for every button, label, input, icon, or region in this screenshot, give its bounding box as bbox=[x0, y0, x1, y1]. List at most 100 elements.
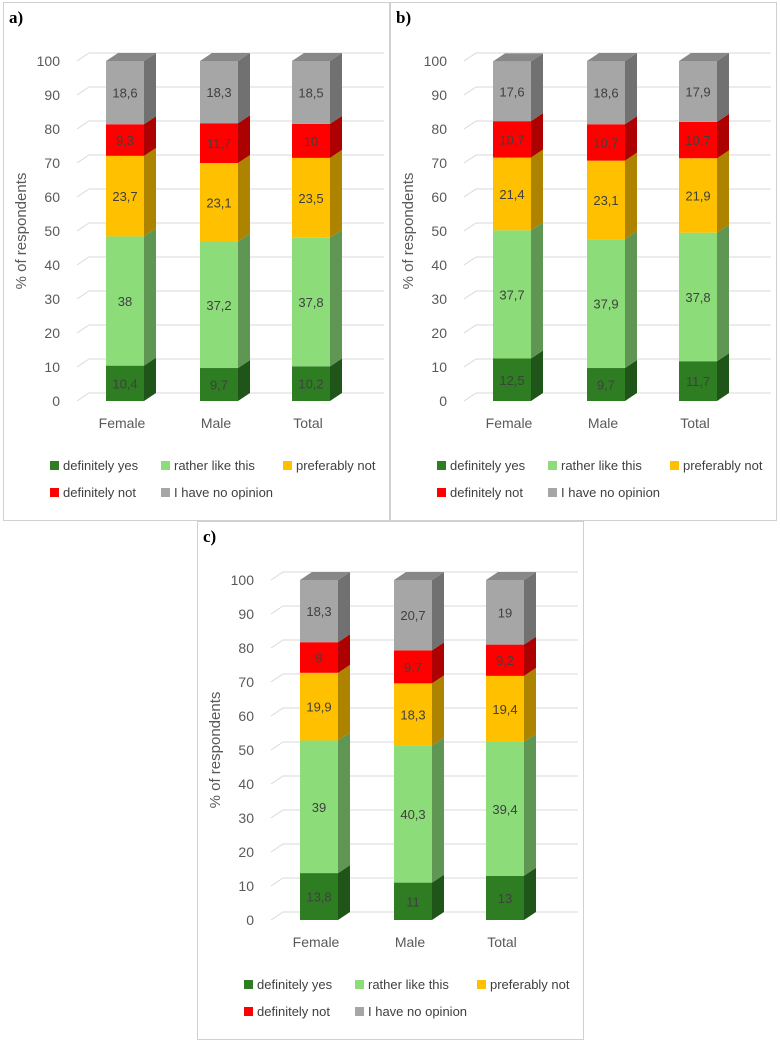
gridline bbox=[76, 222, 384, 232]
gridline bbox=[463, 324, 771, 334]
x-tick-label: Male bbox=[588, 415, 619, 431]
panel-label: b) bbox=[396, 8, 411, 27]
bar-side-definitely-yes bbox=[330, 358, 342, 401]
gridline bbox=[463, 154, 771, 164]
stacked-bar-chart: c) 0 10 20 30 40 50 60 70 80 90 100 % of respondents… bbox=[203, 527, 578, 1019]
data-label: 19,9 bbox=[306, 700, 331, 715]
bar-segment-rather-like-this bbox=[679, 232, 717, 362]
gridline bbox=[463, 52, 771, 62]
data-label: 9,7 bbox=[597, 378, 615, 393]
bar-segment-rather-like-this bbox=[493, 230, 531, 359]
gridline bbox=[76, 154, 384, 164]
bar-side-rather-like-this bbox=[144, 228, 156, 366]
y-tick-label: 0 bbox=[246, 912, 254, 928]
legend-label: preferably not bbox=[490, 977, 570, 992]
gridline bbox=[76, 188, 384, 198]
bar-segment-no-opinion bbox=[394, 580, 432, 651]
legend-item: preferably not bbox=[283, 458, 376, 473]
bar-segment-no-opinion bbox=[292, 61, 330, 124]
y-axis-title: % of respondents bbox=[400, 173, 417, 290]
legend-label: rather like this bbox=[368, 977, 449, 992]
legend-swatch bbox=[283, 461, 292, 470]
y-tick-label: 30 bbox=[238, 810, 254, 826]
bar-segment-definitely-yes bbox=[292, 366, 330, 401]
bar-side-definitely-yes bbox=[238, 360, 250, 401]
bar-side-no-opinion bbox=[432, 572, 444, 651]
legend-label: definitely not bbox=[257, 1004, 330, 1019]
legend-swatch bbox=[161, 461, 170, 470]
legend-label: rather like this bbox=[174, 458, 255, 473]
data-label: 37,7 bbox=[499, 287, 524, 302]
stacked-bar-chart: a) 0 10 20 30 40 50 60 70 80 90 100 % of respondents… bbox=[9, 8, 384, 500]
gridline bbox=[270, 673, 578, 683]
bar-top-no-opinion bbox=[106, 53, 156, 61]
bar-side-preferably-not bbox=[144, 147, 156, 237]
bar-side-preferably-not bbox=[524, 667, 536, 742]
bar-top-no-opinion bbox=[486, 572, 536, 580]
bar-side-rather-like-this bbox=[330, 229, 342, 367]
legend-item: rather like this bbox=[355, 977, 449, 992]
data-label: 18,6 bbox=[112, 86, 137, 101]
gridline bbox=[76, 86, 384, 96]
data-label: 19 bbox=[498, 605, 512, 620]
bar-top-no-opinion bbox=[200, 53, 250, 61]
data-label: 10,2 bbox=[298, 377, 323, 392]
legend-label: I have no opinion bbox=[561, 485, 660, 500]
bar-side-definitely-not bbox=[625, 116, 637, 161]
bar-top-no-opinion bbox=[679, 53, 729, 61]
bar-segment-no-opinion bbox=[300, 580, 338, 643]
data-label: 18,3 bbox=[306, 604, 331, 619]
gridline bbox=[463, 86, 771, 96]
legend-swatch bbox=[477, 980, 486, 989]
data-label: 39,4 bbox=[492, 802, 517, 817]
bar-segment-preferably-not bbox=[587, 160, 625, 240]
bar-segment-no-opinion bbox=[587, 61, 625, 125]
bar-segment-no-opinion bbox=[486, 580, 524, 645]
bar-side-no-opinion bbox=[524, 572, 536, 645]
data-label: 37,8 bbox=[685, 290, 710, 305]
legend-item: definitely yes bbox=[437, 458, 526, 473]
legend-item: rather like this bbox=[161, 458, 255, 473]
bar-side-definitely-not bbox=[717, 113, 729, 159]
bar-side-definitely-not bbox=[238, 115, 250, 163]
legend-item: definitely yes bbox=[244, 977, 333, 992]
data-label: 40,3 bbox=[400, 807, 425, 822]
y-tick-label: 80 bbox=[431, 121, 447, 137]
bar-top-no-opinion bbox=[292, 53, 342, 61]
bar-segment-definitely-not bbox=[300, 642, 338, 673]
bar-side-definitely-yes bbox=[144, 357, 156, 401]
data-label: 23,1 bbox=[593, 193, 618, 208]
bar-side-definitely-not bbox=[144, 116, 156, 156]
bar-top-no-opinion bbox=[394, 572, 444, 580]
bar-segment-definitely-yes bbox=[493, 358, 531, 401]
bar-segment-rather-like-this bbox=[486, 741, 524, 876]
legend-swatch bbox=[355, 1007, 364, 1016]
data-label: 18,3 bbox=[400, 707, 425, 722]
y-tick-label: 50 bbox=[431, 223, 447, 239]
data-label: 20,7 bbox=[400, 608, 425, 623]
bar-segment-definitely-not bbox=[394, 650, 432, 684]
gridline bbox=[463, 222, 771, 232]
y-tick-label: 60 bbox=[44, 189, 60, 205]
legend-item: I have no opinion bbox=[355, 1004, 467, 1019]
bar-segment-definitely-yes bbox=[486, 875, 524, 920]
bar-segment-definitely-not bbox=[587, 124, 625, 161]
gridline bbox=[76, 392, 384, 402]
panel-label: a) bbox=[9, 8, 23, 27]
bar-side-rather-like-this bbox=[531, 222, 543, 359]
bar-side-preferably-not bbox=[338, 664, 350, 741]
x-tick-label: Female bbox=[99, 415, 146, 431]
gridline bbox=[76, 120, 384, 130]
bar-side-no-opinion bbox=[625, 53, 637, 125]
data-label: 18,3 bbox=[206, 85, 231, 100]
data-label: 9,7 bbox=[404, 660, 422, 675]
legend-item: preferably not bbox=[670, 458, 763, 473]
bar-segment-definitely-not bbox=[679, 121, 717, 159]
gridline bbox=[270, 639, 578, 649]
legend-swatch bbox=[244, 980, 253, 989]
legend-item: preferably not bbox=[477, 977, 570, 992]
data-label: 23,5 bbox=[298, 191, 323, 206]
data-label: 12,5 bbox=[499, 373, 524, 388]
bar-side-definitely-not bbox=[432, 642, 444, 684]
x-tick-label: Total bbox=[680, 415, 710, 431]
